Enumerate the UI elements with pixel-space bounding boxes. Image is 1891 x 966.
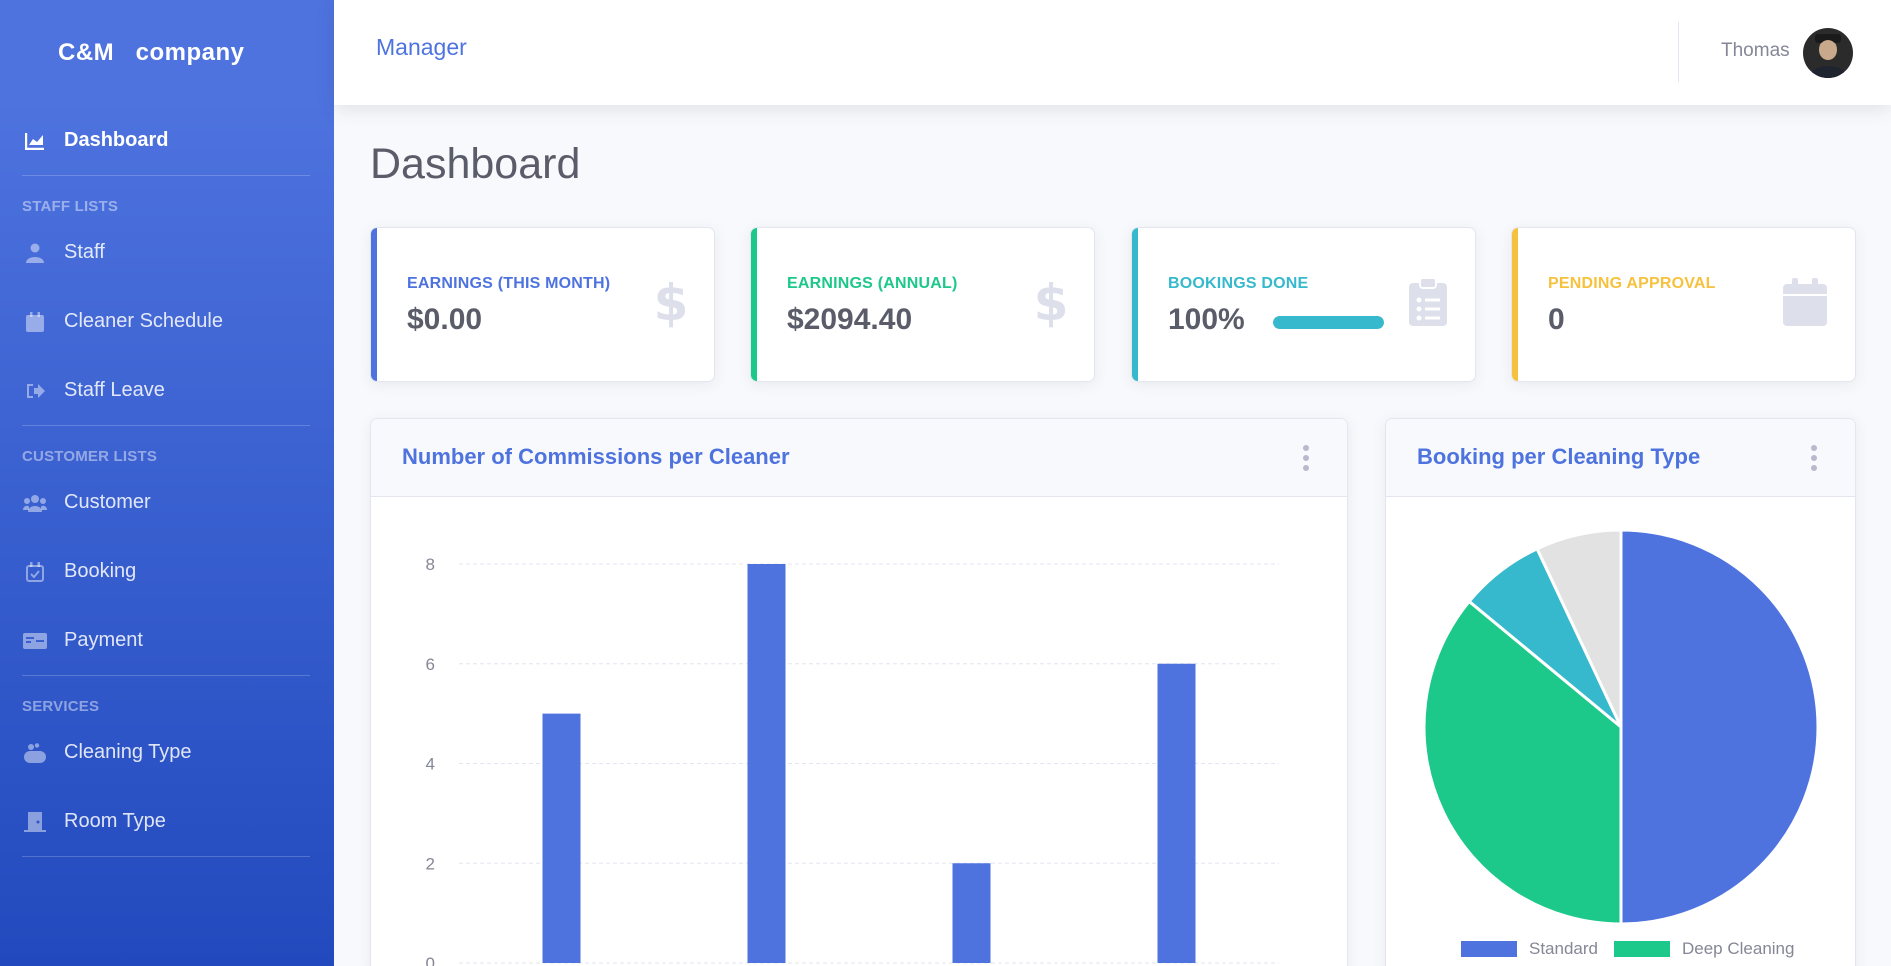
card-value: $2094.40 — [787, 303, 913, 336]
sidebar-item-room-type[interactable]: Room Type — [0, 787, 334, 856]
y-tick-label: 0 — [426, 954, 435, 966]
legend-swatch — [1614, 941, 1670, 957]
legend-item[interactable]: Standard — [1461, 939, 1598, 959]
card-bookings-done: BOOKINGS DONE 100% — [1131, 227, 1476, 382]
pie-slice[interactable] — [1422, 599, 1623, 926]
more-options-icon[interactable] — [1303, 445, 1309, 475]
sidebar-divider — [22, 425, 310, 426]
y-tick-label: 8 — [426, 555, 435, 574]
calendar-check-icon — [22, 561, 48, 583]
sidebar-item-cleaning-type[interactable]: Cleaning Type — [0, 718, 334, 787]
card-earnings-month: EARNINGS (THIS MONTH) $0.00 $ — [370, 227, 715, 382]
bar[interactable] — [747, 564, 786, 963]
pie-slice[interactable] — [1535, 528, 1623, 728]
dollar-icon: $ — [654, 274, 689, 333]
sidebar-item-label: Staff Leave — [64, 379, 165, 401]
chart-area-icon — [22, 130, 48, 152]
card-label: EARNINGS (THIS MONTH) — [407, 275, 611, 292]
card-label: BOOKINGS DONE — [1168, 275, 1309, 292]
page-title: Dashboard — [370, 140, 581, 188]
card-label: PENDING APPROVAL — [1548, 275, 1716, 292]
bookings-progress-bar — [1273, 316, 1384, 329]
sidebar-item-label: Staff — [64, 241, 105, 263]
card-accent — [371, 228, 377, 381]
sidebar-item-label: Customer — [64, 491, 151, 513]
legend-label: Deep Cleaning — [1682, 939, 1795, 958]
calendar-icon — [22, 311, 48, 333]
y-tick-label: 4 — [426, 755, 435, 774]
card-value: 100% — [1168, 303, 1245, 336]
brand-name: C&M company — [58, 39, 245, 66]
y-tick-label: 6 — [426, 655, 435, 674]
card-accent — [1132, 228, 1138, 381]
progress-fill — [1273, 316, 1384, 329]
panel-header: Number of Commissions per Cleaner — [371, 419, 1347, 497]
card-accent — [1512, 228, 1518, 381]
users-icon — [22, 492, 48, 514]
panel-title: Booking per Cleaning Type — [1417, 444, 1701, 469]
sidebar-item-cleaner-schedule[interactable]: Cleaner Schedule — [0, 287, 334, 356]
card-earnings-annual: EARNINGS (ANNUAL) $2094.40 $ — [750, 227, 1095, 382]
bar[interactable] — [1157, 663, 1196, 963]
card-label: EARNINGS (ANNUAL) — [787, 275, 958, 292]
svg-text:$: $ — [1036, 278, 1066, 328]
sidebar-item-label: Dashboard — [64, 129, 169, 151]
sidebar-divider — [22, 675, 310, 676]
clipboard-list-icon — [1409, 277, 1447, 331]
sidebar-item-payment[interactable]: Payment — [0, 606, 334, 675]
sidebar-item-booking[interactable]: Booking — [0, 537, 334, 606]
dollar-icon: $ — [1034, 274, 1069, 333]
user-tie-icon — [22, 242, 48, 264]
sidebar: C&M company Dashboard STAFF LISTS Staff … — [0, 0, 334, 966]
sidebar-item-label: Payment — [64, 629, 143, 651]
sidebar-divider — [22, 856, 310, 857]
user-role: Manager — [376, 34, 467, 60]
brand-logo[interactable]: C&M company — [0, 0, 334, 106]
card-value: $0.00 — [407, 303, 483, 336]
bar[interactable] — [952, 863, 991, 963]
panel-title: Number of Commissions per Cleaner — [402, 444, 790, 469]
pie-legend: Standard Deep Cleaning — [1461, 939, 1810, 959]
sidebar-divider — [22, 175, 310, 176]
card-accent — [751, 228, 757, 381]
soap-icon — [22, 742, 48, 764]
user-name[interactable]: Thomas — [1721, 40, 1790, 61]
sidebar-item-label: Cleaner Schedule — [64, 310, 223, 332]
sidebar-item-customer[interactable]: Customer — [0, 468, 334, 537]
sidebar-item-label: Cleaning Type — [64, 741, 192, 763]
card-pending-approval: PENDING APPROVAL 0 — [1511, 227, 1856, 382]
svg-text:$: $ — [656, 278, 686, 328]
sign-out-icon — [22, 380, 48, 402]
sidebar-item-dashboard[interactable]: Dashboard — [0, 106, 334, 175]
commissions-bar-chart: 0 2 4 6 8 — [426, 555, 1279, 966]
commissions-chart-panel: Number of Commissions per Cleaner 0 2 4 6 8 — [370, 418, 1348, 966]
cleaning-type-pie-chart — [1422, 528, 1820, 926]
pie-slice[interactable] — [1619, 528, 1820, 926]
sidebar-heading-customer: CUSTOMER LISTS — [22, 448, 158, 465]
cleaning-type-chart-panel: Booking per Cleaning Type Standard Deep … — [1385, 418, 1856, 966]
legend-item[interactable]: Deep Cleaning — [1614, 939, 1794, 959]
calendar-icon — [1783, 278, 1827, 331]
sidebar-item-staff[interactable]: Staff — [0, 218, 334, 287]
topbar: Manager Thomas — [334, 0, 1891, 105]
sidebar-item-staff-leave[interactable]: Staff Leave — [0, 356, 334, 425]
sidebar-item-label: Room Type — [64, 810, 166, 832]
card-value: 0 — [1548, 303, 1565, 336]
sidebar-heading-services: SERVICES — [22, 698, 100, 715]
sidebar-item-label: Booking — [64, 560, 137, 582]
y-tick-label: 2 — [426, 854, 435, 873]
legend-label: Standard — [1529, 939, 1598, 958]
sidebar-heading-staff: STAFF LISTS — [22, 198, 119, 215]
more-options-icon[interactable] — [1811, 445, 1817, 475]
legend-swatch — [1461, 941, 1517, 957]
money-check-icon — [22, 630, 48, 652]
avatar[interactable] — [1803, 28, 1853, 78]
bar[interactable] — [542, 713, 581, 963]
panel-header: Booking per Cleaning Type — [1386, 419, 1855, 497]
topbar-divider — [1678, 22, 1679, 82]
door-icon — [22, 811, 48, 833]
